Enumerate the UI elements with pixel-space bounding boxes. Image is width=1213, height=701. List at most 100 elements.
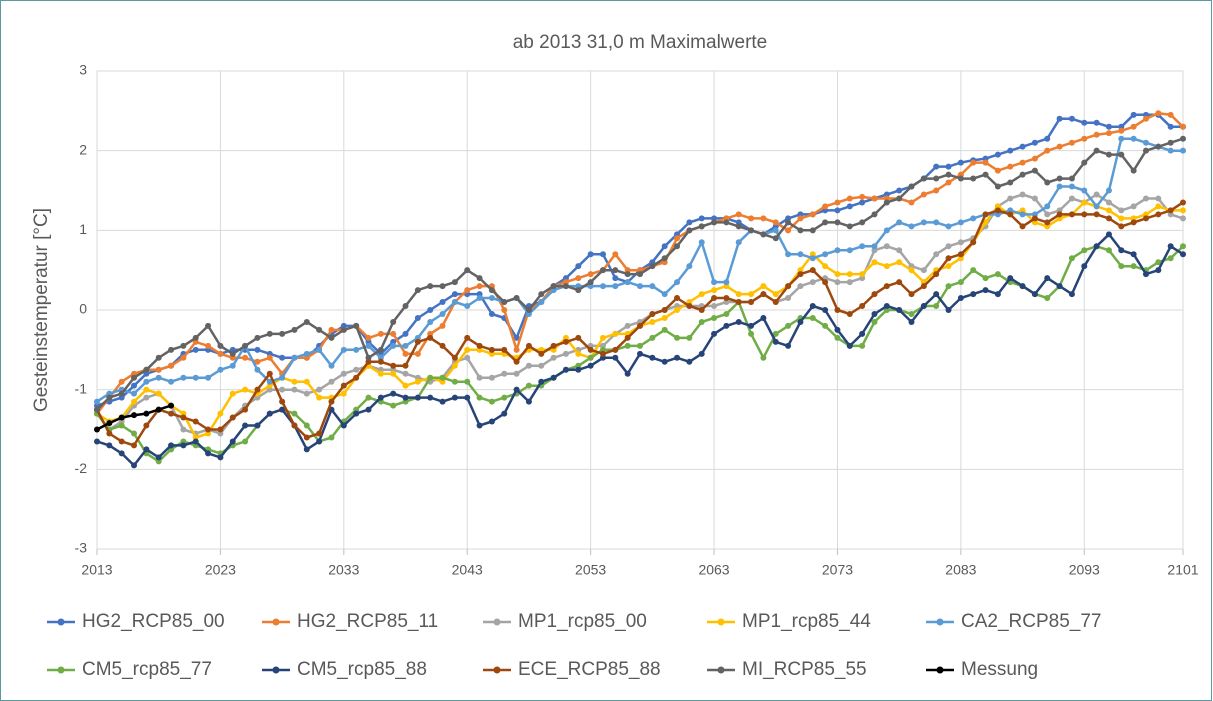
- data-point: [1118, 215, 1125, 222]
- y-axis-label: Gesteinstemperatur [°C]: [31, 208, 52, 412]
- data-point: [587, 354, 594, 361]
- data-point: [217, 410, 224, 417]
- data-point: [538, 378, 545, 385]
- data-point: [698, 350, 705, 357]
- data-point: [649, 310, 656, 317]
- data-point: [414, 314, 421, 321]
- data-point: [365, 406, 372, 413]
- data-point: [1044, 211, 1051, 218]
- data-point: [525, 307, 532, 313]
- data-point: [661, 255, 668, 262]
- data-point: [242, 422, 249, 429]
- data-point: [822, 307, 829, 313]
- data-point: [1105, 247, 1112, 254]
- data-point: [1056, 143, 1063, 150]
- data-point: [797, 271, 804, 278]
- data-point: [698, 215, 705, 222]
- data-point: [994, 291, 1001, 298]
- data-point: [180, 414, 187, 421]
- data-point: [1155, 195, 1162, 202]
- data-point: [772, 291, 779, 298]
- data-point: [1105, 151, 1112, 158]
- data-point: [180, 374, 187, 381]
- data-point: [365, 394, 372, 401]
- data-point: [439, 310, 446, 317]
- data-point: [1081, 211, 1088, 218]
- legend-label: Messung: [961, 659, 1038, 680]
- data-point: [1118, 207, 1125, 214]
- data-point: [624, 279, 631, 286]
- data-point: [587, 251, 594, 258]
- data-point: [390, 402, 397, 409]
- data-point: [414, 350, 421, 357]
- data-point: [994, 207, 1001, 214]
- data-point: [785, 283, 792, 290]
- data-point: [291, 354, 298, 361]
- data-point: [735, 211, 742, 218]
- data-point: [945, 307, 952, 313]
- data-point: [1007, 275, 1014, 282]
- data-point: [896, 279, 903, 286]
- data-point: [1180, 243, 1186, 250]
- data-point: [846, 310, 853, 317]
- data-point: [957, 159, 964, 166]
- data-point: [859, 243, 866, 250]
- data-point: [1044, 135, 1051, 142]
- data-point: [340, 422, 347, 429]
- legend-item: CM5_rcp85_77: [47, 659, 212, 680]
- data-point: [525, 398, 532, 405]
- data-point: [143, 446, 150, 453]
- data-point: [846, 203, 853, 210]
- data-point: [1044, 275, 1051, 282]
- data-point: [291, 378, 298, 385]
- data-point: [1056, 283, 1063, 290]
- data-point: [390, 370, 397, 377]
- data-point: [772, 330, 779, 337]
- data-point: [1068, 211, 1075, 218]
- data-point: [217, 350, 224, 357]
- data-point: [476, 422, 483, 429]
- data-point: [402, 350, 409, 357]
- legend-item: MP1_rcp85_00: [483, 611, 647, 632]
- data-point: [871, 310, 878, 317]
- data-point: [402, 330, 409, 337]
- data-point: [328, 378, 335, 385]
- data-point: [809, 227, 816, 234]
- data-point: [205, 426, 212, 433]
- data-point: [994, 151, 1001, 158]
- data-point: [822, 251, 829, 258]
- data-point: [1068, 139, 1075, 146]
- data-point: [488, 346, 495, 353]
- data-point: [957, 295, 964, 302]
- data-point: [945, 163, 952, 170]
- legend-marker: [717, 618, 725, 626]
- data-point: [612, 354, 619, 361]
- data-point: [834, 219, 841, 226]
- data-point: [155, 374, 162, 381]
- data-point: [649, 354, 656, 361]
- data-point: [624, 322, 631, 329]
- data-point: [1142, 215, 1149, 222]
- data-point: [1019, 223, 1026, 230]
- data-point: [501, 299, 508, 306]
- legend-label: CM5_rcp85_88: [297, 659, 427, 680]
- data-point: [1019, 283, 1026, 290]
- legend-label: MP1_rcp85_44: [742, 611, 871, 632]
- data-point: [1093, 131, 1100, 138]
- data-point: [982, 287, 989, 294]
- data-point: [772, 235, 779, 242]
- data-point: [1167, 147, 1174, 154]
- data-point: [316, 346, 323, 353]
- data-point: [402, 342, 409, 349]
- data-point: [735, 223, 742, 230]
- data-point: [501, 394, 508, 401]
- data-point: [340, 326, 347, 333]
- legend-marker: [272, 666, 280, 674]
- data-point: [674, 307, 681, 313]
- data-point: [785, 342, 792, 349]
- data-point: [303, 378, 310, 385]
- data-point: [340, 346, 347, 353]
- data-point: [599, 267, 606, 274]
- data-point: [1019, 211, 1026, 218]
- data-point: [501, 346, 508, 353]
